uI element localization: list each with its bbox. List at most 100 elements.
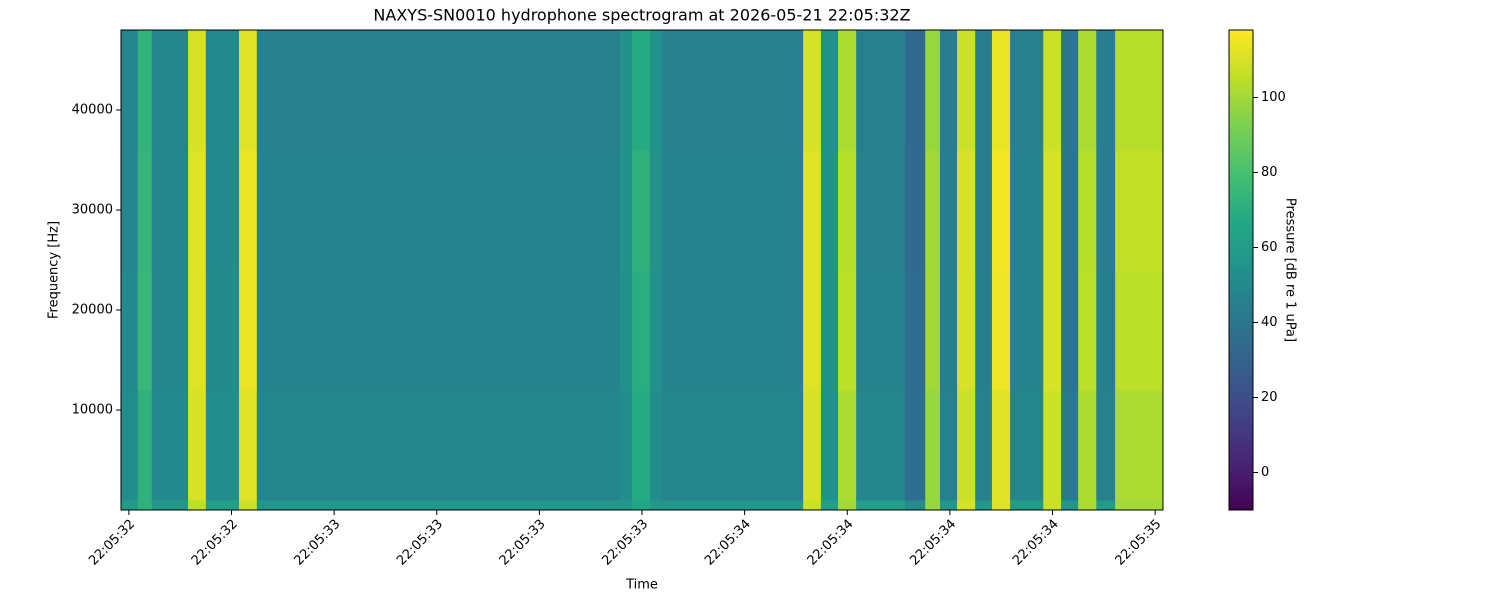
spectrogram-cell bbox=[1096, 390, 1116, 501]
spectrogram-cell bbox=[1043, 390, 1062, 501]
colorbar-tick-label: 60 bbox=[1261, 240, 1278, 255]
spectrogram-cell bbox=[632, 270, 651, 391]
spectrogram-cell bbox=[256, 150, 621, 271]
y-axis-label: Frequency [Hz] bbox=[47, 221, 62, 319]
colorbar-step bbox=[1229, 178, 1253, 183]
colorbar-step bbox=[1229, 94, 1253, 99]
spectrogram-cell bbox=[256, 270, 621, 391]
colorbar-step bbox=[1229, 250, 1253, 255]
spectrogram-cell bbox=[1043, 30, 1062, 151]
spectrogram-cell bbox=[820, 270, 839, 391]
colorbar-step bbox=[1229, 346, 1253, 351]
colorbar-step bbox=[1229, 338, 1253, 343]
spectrogram-cell bbox=[256, 390, 621, 501]
spectrogram-cell bbox=[1010, 270, 1044, 391]
colorbar-step bbox=[1229, 282, 1253, 287]
spectrogram-cell bbox=[1078, 390, 1097, 501]
spectrogram-cell bbox=[991, 30, 1011, 151]
spectrogram-cell bbox=[975, 270, 993, 391]
spectrogram-cell bbox=[939, 270, 958, 391]
colorbar-step bbox=[1229, 434, 1253, 439]
colorbar-step bbox=[1229, 242, 1253, 247]
spectrogram-cell bbox=[838, 30, 857, 151]
colorbar-step bbox=[1229, 318, 1253, 323]
colorbar-step bbox=[1229, 382, 1253, 387]
spectrogram-cell bbox=[925, 30, 941, 151]
spectrogram-cell bbox=[939, 150, 958, 271]
colorbar-step bbox=[1229, 466, 1253, 471]
chart-title: NAXYS-SN0010 hydrophone spectrogram at 2… bbox=[373, 6, 910, 25]
spectrogram-cell bbox=[121, 150, 139, 271]
spectrogram-cell bbox=[991, 390, 1011, 501]
colorbar-step bbox=[1229, 142, 1253, 147]
spectrogram-cell bbox=[838, 500, 857, 511]
colorbar-step bbox=[1229, 158, 1253, 163]
spectrogram-cell bbox=[803, 30, 822, 151]
x-tick-label: 22:05:35 bbox=[1113, 517, 1165, 569]
colorbar-step bbox=[1229, 182, 1253, 187]
spectrogram-cell bbox=[1010, 30, 1044, 151]
spectrogram-cell bbox=[925, 500, 941, 511]
spectrogram-cell bbox=[803, 150, 822, 271]
colorbar-step bbox=[1229, 310, 1253, 315]
colorbar-step bbox=[1229, 494, 1253, 499]
spectrogram-cell bbox=[957, 30, 976, 151]
x-tick-label: 22:05:34 bbox=[907, 517, 959, 569]
colorbar-step bbox=[1229, 290, 1253, 295]
spectrogram-cell bbox=[1096, 150, 1116, 271]
spectrogram-cell bbox=[1078, 150, 1097, 271]
colorbar-step bbox=[1229, 198, 1253, 203]
colorbar-step bbox=[1229, 490, 1253, 495]
spectrogram-cell bbox=[239, 150, 258, 271]
x-tick-label: 22:05:34 bbox=[702, 517, 754, 569]
colorbar-step bbox=[1229, 146, 1253, 151]
spectrogram-cell bbox=[205, 500, 240, 511]
spectrogram-cell bbox=[939, 500, 958, 511]
colorbar-step bbox=[1229, 478, 1253, 483]
spectrogram-cell bbox=[661, 30, 804, 151]
colorbar-step bbox=[1229, 386, 1253, 391]
colorbar-step bbox=[1229, 454, 1253, 459]
colorbar-step bbox=[1229, 210, 1253, 215]
colorbar-step bbox=[1229, 390, 1253, 395]
spectrogram-cell bbox=[632, 500, 651, 511]
colorbar-step bbox=[1229, 326, 1253, 331]
colorbar-step bbox=[1229, 74, 1253, 79]
colorbar-step bbox=[1229, 66, 1253, 71]
y-tick-label: 20000 bbox=[72, 303, 113, 318]
colorbar-step bbox=[1229, 86, 1253, 91]
spectrogram-cell bbox=[239, 30, 258, 151]
spectrogram-cell bbox=[256, 30, 621, 151]
colorbar-step bbox=[1229, 226, 1253, 231]
colorbar-step bbox=[1229, 378, 1253, 383]
spectrogram-cell bbox=[649, 270, 663, 391]
colorbar-step bbox=[1229, 254, 1253, 259]
spectrogram-cell bbox=[1115, 390, 1164, 501]
colorbar-step bbox=[1229, 134, 1253, 139]
spectrogram-cell bbox=[803, 270, 822, 391]
spectrogram-cell bbox=[121, 390, 139, 501]
colorbar-label: Pressure [dB re 1 uPa] bbox=[1283, 198, 1298, 342]
spectrogram-cell bbox=[856, 500, 906, 511]
spectrogram-cell bbox=[1043, 150, 1062, 271]
colorbar-step bbox=[1229, 270, 1253, 275]
colorbar-step bbox=[1229, 502, 1253, 507]
spectrogram-cell bbox=[1043, 270, 1062, 391]
spectrogram-cell bbox=[620, 390, 633, 501]
x-tick-label: 22:05:33 bbox=[394, 517, 446, 569]
colorbar-step bbox=[1229, 62, 1253, 67]
colorbar-step bbox=[1229, 230, 1253, 235]
x-tick-label: 22:05:33 bbox=[292, 517, 344, 569]
spectrogram-cell bbox=[239, 270, 258, 391]
spectrogram-cell bbox=[121, 270, 139, 391]
spectrogram-cell bbox=[925, 270, 941, 391]
spectrogram-cell bbox=[939, 390, 958, 501]
spectrogram-cell bbox=[905, 150, 926, 271]
colorbar-step bbox=[1229, 218, 1253, 223]
spectrogram-cell bbox=[121, 30, 139, 151]
spectrogram-cell bbox=[1078, 30, 1097, 151]
colorbar-step bbox=[1229, 130, 1253, 135]
spectrogram-cell bbox=[620, 270, 633, 391]
colorbar-step bbox=[1229, 306, 1253, 311]
colorbar-step bbox=[1229, 78, 1253, 83]
